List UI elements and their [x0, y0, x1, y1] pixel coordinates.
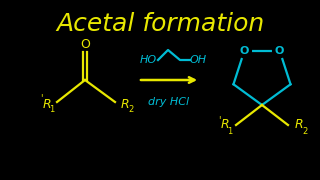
Text: Acetal formation: Acetal formation — [56, 12, 264, 36]
Text: OH: OH — [190, 55, 207, 65]
Text: 1: 1 — [49, 105, 55, 114]
Text: R: R — [121, 98, 129, 111]
Circle shape — [237, 44, 252, 58]
Text: ': ' — [218, 115, 220, 125]
Text: ': ' — [40, 93, 42, 103]
Text: 2: 2 — [128, 105, 134, 114]
Text: R: R — [43, 98, 51, 111]
Text: dry HCl: dry HCl — [148, 97, 189, 107]
Text: O: O — [275, 46, 284, 56]
Text: R: R — [221, 118, 229, 132]
Text: O: O — [80, 37, 90, 51]
Text: O: O — [240, 46, 249, 56]
Text: 1: 1 — [228, 127, 233, 136]
Circle shape — [273, 44, 287, 58]
Text: HO: HO — [140, 55, 157, 65]
Text: 2: 2 — [302, 127, 308, 136]
Text: R: R — [295, 118, 303, 132]
